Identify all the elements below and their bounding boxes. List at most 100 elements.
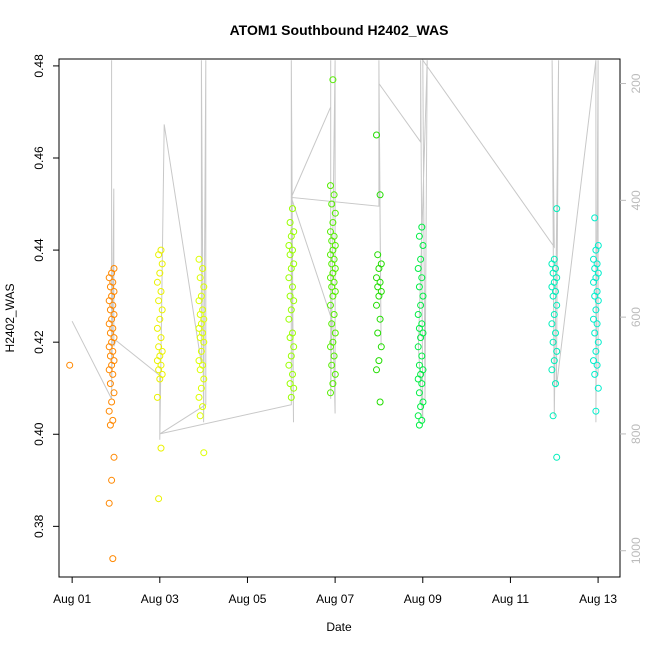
data-point <box>373 301 380 309</box>
data-point <box>290 228 298 236</box>
data-point <box>331 265 339 272</box>
data-point <box>153 393 161 401</box>
data-point <box>550 255 558 263</box>
data-point <box>109 416 117 424</box>
data-point <box>550 357 558 365</box>
data-point <box>195 393 203 401</box>
y-axis-label: H2402_WAS <box>3 284 17 353</box>
data-point <box>157 334 165 342</box>
data-point <box>419 242 427 249</box>
data-point <box>594 338 602 346</box>
data-point <box>109 278 117 286</box>
data-point <box>108 398 116 406</box>
data-point <box>109 347 117 355</box>
data-point <box>376 315 384 323</box>
y2-tick-label: 200 <box>629 73 643 93</box>
data-point <box>590 357 597 365</box>
data-point <box>155 343 163 351</box>
y2-tick-label: 600 <box>629 307 643 327</box>
data-point <box>418 223 426 231</box>
plot-frame <box>58 58 621 578</box>
data-point <box>329 219 337 226</box>
data-point <box>110 311 118 318</box>
data-point <box>373 131 380 139</box>
x-axis-label: Date <box>326 620 352 634</box>
data-point <box>329 338 337 346</box>
data-point <box>419 292 427 300</box>
data-point <box>155 495 163 503</box>
data-point <box>157 246 165 254</box>
data-point <box>418 274 426 282</box>
data-point <box>591 329 599 337</box>
data-point <box>331 242 339 249</box>
data-point <box>331 370 339 378</box>
data-point <box>415 361 423 369</box>
data-point <box>287 306 295 314</box>
y-tick-label: 0.42 <box>32 330 46 354</box>
data-point <box>552 288 559 295</box>
data-point <box>199 361 207 369</box>
x-tick-label: Aug 07 <box>316 592 354 606</box>
data-point <box>329 380 337 388</box>
data-point <box>593 260 601 268</box>
data-point <box>327 228 334 236</box>
data-point <box>549 412 557 420</box>
data-point <box>593 361 601 369</box>
data-point <box>330 352 338 360</box>
y-tick-label: 0.46 <box>32 146 46 170</box>
data-point <box>376 278 384 286</box>
data-point <box>109 555 117 563</box>
data-point <box>109 370 117 378</box>
gray-trace-line <box>71 58 599 440</box>
data-point <box>109 324 117 332</box>
data-point <box>290 260 298 268</box>
data-point <box>418 320 426 328</box>
data-point <box>330 191 338 199</box>
data-point <box>327 301 334 309</box>
data-point <box>66 361 74 369</box>
data-point <box>331 209 339 217</box>
data-point <box>200 338 208 346</box>
data-point <box>200 375 208 383</box>
data-point <box>419 398 427 406</box>
data-point <box>419 366 427 374</box>
data-point <box>548 366 556 374</box>
data-point <box>373 274 380 282</box>
data-point <box>415 283 423 291</box>
data-point <box>330 232 338 240</box>
data-point <box>593 320 601 328</box>
data-point <box>553 347 561 355</box>
data-point <box>376 398 384 406</box>
x-tick-label: Aug 09 <box>404 592 442 606</box>
data-point <box>374 251 382 259</box>
data-point <box>110 265 118 272</box>
data-point <box>594 384 602 392</box>
data-point <box>375 357 383 365</box>
data-point <box>418 416 426 424</box>
data-point <box>289 246 296 254</box>
data-point <box>552 329 559 337</box>
data-point <box>594 269 602 277</box>
data-point <box>200 283 208 291</box>
data-point <box>290 384 298 392</box>
data-point <box>328 361 336 369</box>
data-point <box>199 403 207 411</box>
data-point <box>105 499 113 507</box>
data-point <box>377 343 385 351</box>
data-point <box>286 219 294 226</box>
data-point <box>110 357 118 365</box>
gray-trace-layer <box>71 58 599 440</box>
data-point <box>285 315 293 323</box>
data-point <box>285 274 293 282</box>
x-tick-label: Aug 05 <box>228 592 266 606</box>
data-point <box>289 283 296 291</box>
data-point <box>548 320 556 328</box>
data-point <box>158 260 166 268</box>
data-point <box>155 297 163 305</box>
data-point <box>200 449 208 457</box>
data-point <box>414 343 422 351</box>
chart-title: ATOM1 Southbound H2402_WAS <box>230 22 449 38</box>
data-point <box>286 380 294 388</box>
data-point <box>418 352 426 360</box>
data-point <box>592 407 600 415</box>
